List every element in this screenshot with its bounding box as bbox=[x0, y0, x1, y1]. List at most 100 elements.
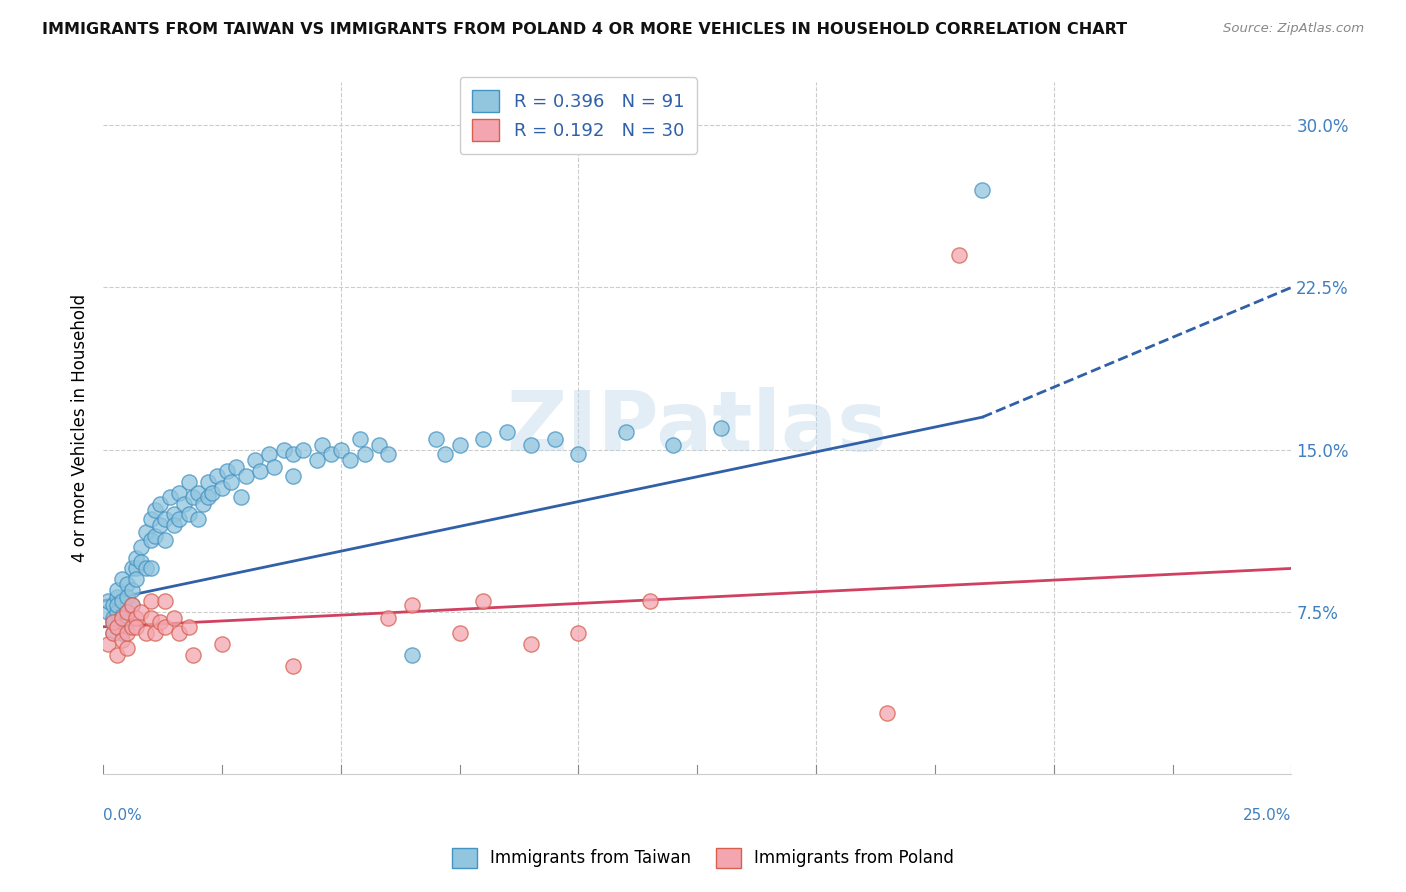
Point bbox=[311, 438, 333, 452]
Point bbox=[496, 425, 519, 440]
Point bbox=[105, 648, 128, 662]
Point bbox=[121, 620, 143, 634]
Point bbox=[101, 611, 124, 625]
Point bbox=[125, 572, 148, 586]
Point bbox=[876, 706, 898, 721]
Point bbox=[115, 626, 138, 640]
Point bbox=[349, 432, 371, 446]
Point bbox=[153, 620, 176, 634]
Point bbox=[111, 609, 134, 624]
Point bbox=[111, 594, 134, 608]
Point bbox=[177, 475, 200, 489]
Point bbox=[259, 447, 281, 461]
Point bbox=[401, 598, 423, 612]
Point bbox=[472, 432, 495, 446]
Point bbox=[115, 576, 138, 591]
Point bbox=[125, 561, 148, 575]
Point bbox=[520, 637, 543, 651]
Text: 25.0%: 25.0% bbox=[1243, 808, 1291, 823]
Point bbox=[187, 485, 209, 500]
Point bbox=[121, 582, 143, 597]
Point bbox=[97, 605, 120, 619]
Point bbox=[105, 620, 128, 634]
Point bbox=[183, 648, 205, 662]
Point bbox=[283, 468, 305, 483]
Point bbox=[201, 485, 224, 500]
Point bbox=[111, 572, 134, 586]
Point bbox=[638, 594, 661, 608]
Point bbox=[177, 620, 200, 634]
Point bbox=[125, 550, 148, 565]
Point bbox=[101, 615, 124, 630]
Point bbox=[159, 490, 181, 504]
Point bbox=[149, 615, 172, 630]
Point bbox=[149, 497, 172, 511]
Point bbox=[173, 497, 195, 511]
Point bbox=[121, 561, 143, 575]
Point bbox=[167, 512, 190, 526]
Point bbox=[105, 582, 128, 597]
Point bbox=[149, 518, 172, 533]
Y-axis label: 4 or more Vehicles in Household: 4 or more Vehicles in Household bbox=[72, 293, 89, 562]
Point bbox=[305, 453, 328, 467]
Point bbox=[145, 503, 167, 517]
Point bbox=[263, 459, 285, 474]
Point bbox=[135, 524, 157, 539]
Point bbox=[205, 468, 228, 483]
Point bbox=[139, 561, 162, 575]
Point bbox=[567, 447, 589, 461]
Point bbox=[97, 594, 120, 608]
Point bbox=[121, 598, 143, 612]
Point bbox=[197, 475, 219, 489]
Point bbox=[105, 590, 128, 604]
Point bbox=[567, 626, 589, 640]
Point bbox=[129, 555, 152, 569]
Point bbox=[153, 512, 176, 526]
Point bbox=[97, 637, 120, 651]
Point bbox=[229, 490, 252, 504]
Point bbox=[121, 598, 143, 612]
Point bbox=[972, 183, 994, 197]
Point bbox=[367, 438, 389, 452]
Text: Source: ZipAtlas.com: Source: ZipAtlas.com bbox=[1223, 22, 1364, 36]
Point bbox=[101, 626, 124, 640]
Point bbox=[139, 533, 162, 548]
Point bbox=[543, 432, 565, 446]
Point bbox=[177, 508, 200, 522]
Point bbox=[291, 442, 314, 457]
Text: IMMIGRANTS FROM TAIWAN VS IMMIGRANTS FROM POLAND 4 OR MORE VEHICLES IN HOUSEHOLD: IMMIGRANTS FROM TAIWAN VS IMMIGRANTS FRO… bbox=[42, 22, 1128, 37]
Point bbox=[472, 594, 495, 608]
Point bbox=[135, 561, 157, 575]
Point bbox=[948, 248, 970, 262]
Point bbox=[139, 512, 162, 526]
Point bbox=[105, 598, 128, 612]
Point bbox=[153, 594, 176, 608]
Point bbox=[225, 459, 247, 474]
Point bbox=[183, 490, 205, 504]
Legend: Immigrants from Taiwan, Immigrants from Poland: Immigrants from Taiwan, Immigrants from … bbox=[446, 841, 960, 875]
Point bbox=[139, 611, 162, 625]
Point bbox=[129, 605, 152, 619]
Point bbox=[105, 620, 128, 634]
Point bbox=[329, 442, 352, 457]
Point bbox=[101, 598, 124, 612]
Point bbox=[321, 447, 343, 461]
Point bbox=[101, 615, 124, 630]
Point bbox=[115, 605, 138, 619]
Point bbox=[339, 453, 361, 467]
Point bbox=[662, 438, 685, 452]
Point bbox=[283, 447, 305, 461]
Point bbox=[449, 626, 471, 640]
Point bbox=[245, 453, 267, 467]
Point bbox=[111, 632, 134, 647]
Point bbox=[125, 620, 148, 634]
Point bbox=[221, 475, 243, 489]
Point bbox=[377, 611, 399, 625]
Point bbox=[187, 512, 209, 526]
Point bbox=[197, 490, 219, 504]
Point bbox=[449, 438, 471, 452]
Point bbox=[167, 626, 190, 640]
Point bbox=[145, 529, 167, 543]
Point bbox=[401, 648, 423, 662]
Point bbox=[614, 425, 637, 440]
